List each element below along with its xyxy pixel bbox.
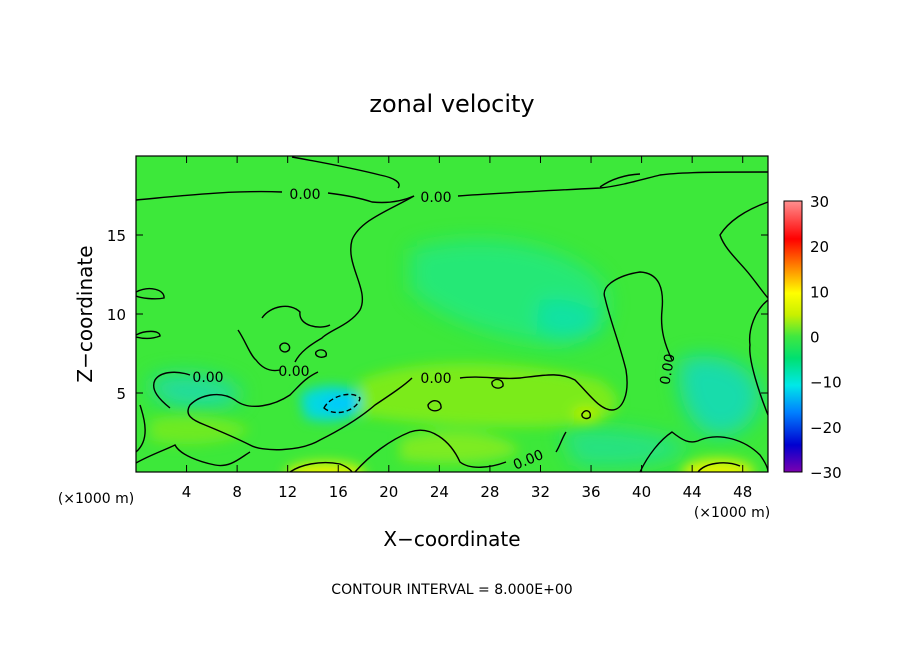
contour-bottom-inner-r — [697, 462, 741, 472]
y-tick-label: 5 — [116, 385, 126, 403]
x-axis-label: X−coordinate — [383, 527, 520, 551]
contour-upper — [136, 171, 768, 204]
colorbar — [783, 200, 803, 473]
contour-label: 0.00 — [289, 187, 320, 203]
region-positive-left — [150, 414, 250, 445]
region-positive-spot — [572, 406, 600, 422]
field-shading-fine — [150, 363, 754, 472]
contour-small-2 — [136, 330, 161, 340]
contour-label: 0.00 — [278, 364, 309, 380]
contour-interval-note: CONTOUR INTERVAL = 8.000E+00 — [331, 582, 572, 598]
colorbar-tick-label: −10 — [810, 374, 842, 392]
colorbar-tick-label: 20 — [810, 238, 829, 256]
x-tick-label: 32 — [531, 483, 550, 501]
x-tick-label: 44 — [683, 483, 702, 501]
x-unit-left: (×1000 m) — [58, 491, 134, 507]
contour-top-right — [599, 173, 641, 188]
region-negative-left — [149, 374, 241, 409]
chart-title: zonal velocity — [369, 90, 534, 118]
colorbar-tick-label: −30 — [810, 464, 842, 482]
contour-blob-b — [314, 349, 328, 358]
x-ticks: 4 8 12 16 20 24 28 32 36 40 44 48 — [182, 156, 752, 501]
contour-label: 0.00 — [420, 371, 451, 387]
x-tick-label: 8 — [232, 483, 242, 501]
contour-right-side — [748, 299, 768, 416]
contour-label: 0.00 — [192, 370, 223, 386]
x-tick-label: 12 — [278, 483, 297, 501]
y-axis-label: Z−coordinate — [73, 245, 97, 382]
region-positive-band-2 — [400, 431, 520, 463]
y-tick-label: 15 — [107, 227, 126, 245]
x-tick-label: 28 — [480, 483, 499, 501]
colorbar-tick-label: 0 — [810, 329, 820, 347]
contour-blob-d — [491, 378, 504, 389]
colorbar-ticks: 30 20 10 0 −10 −20 −30 — [810, 193, 842, 482]
colorbar-tick-label: 10 — [810, 283, 829, 301]
x-tick-label: 16 — [329, 483, 348, 501]
contour-blob-e — [581, 410, 592, 420]
colorbar-tick-label: 30 — [810, 193, 829, 211]
contour-blob-left — [261, 305, 331, 328]
x-tick-label: 4 — [182, 483, 192, 501]
contour-bottom-inner — [289, 461, 353, 472]
contour-label: 0.00 — [657, 353, 678, 386]
contour-lines — [136, 156, 768, 472]
colorbar-tick-label: −20 — [810, 419, 842, 437]
x-tick-label: 48 — [733, 483, 752, 501]
contour-blob-a — [279, 342, 291, 353]
x-tick-label: 40 — [632, 483, 651, 501]
region-positive-band — [360, 363, 618, 427]
field-shading — [149, 240, 760, 467]
x-tick-label: 36 — [581, 483, 600, 501]
region-positive-surface-right — [682, 459, 754, 472]
contour-bottom-mid — [354, 429, 567, 472]
y-tick-label: 10 — [107, 306, 126, 324]
x-tick-label: 20 — [379, 483, 398, 501]
contour-right-upper — [719, 201, 768, 299]
y-ticks: 5 10 15 — [107, 227, 768, 403]
contour-left-loop — [237, 329, 281, 372]
contour-left-lower — [136, 444, 251, 467]
contour-negative-dashed — [323, 393, 361, 414]
x-unit-right: (×1000 m) — [694, 505, 770, 521]
region-negative-bottom — [560, 428, 690, 467]
contour-bottom-right — [639, 431, 768, 472]
contour-small-1 — [136, 288, 165, 300]
region-negative-right — [679, 356, 760, 436]
contour-left-mid — [136, 371, 191, 453]
contour-blob-c — [427, 400, 442, 412]
plot-area — [136, 156, 768, 472]
region-weak-negative-core — [535, 299, 602, 340]
contour-main — [187, 195, 673, 451]
x-tick-label: 24 — [430, 483, 449, 501]
contour-label: 0.00 — [420, 190, 451, 206]
contour-top-bump — [291, 156, 400, 189]
